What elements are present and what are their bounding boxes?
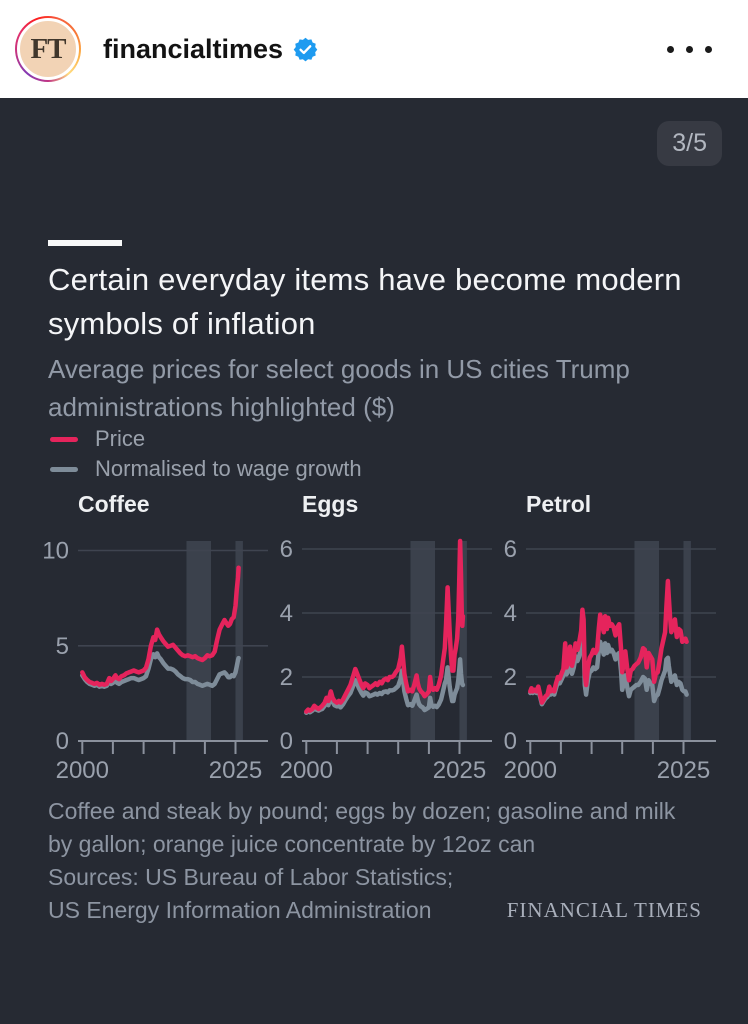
ft-wordmark: FINANCIAL TIMES [506,898,702,922]
price-line [304,538,466,714]
y-tick-label: 2 [504,664,517,691]
footnote: Coffee and steak by pound; eggs by dozen… [48,795,675,927]
legend-item-normalised: Normalised to wage growth [50,454,362,484]
chart-subtitle: Average prices for select goods in US ci… [48,354,630,422]
normalised-line-swatch [50,466,78,472]
y-tick-label: 4 [280,600,293,627]
eggs-line-chart: 0 2 4 6 2000 2025 [280,536,492,784]
x-tick-label: 2000 [504,757,557,784]
source-line: US Energy Information Administration [48,897,432,923]
x-tick-label: 2000 [56,757,109,784]
x-tick-label: 2025 [209,757,262,784]
y-tick-label: 10 [44,538,69,565]
chart-petrol: Petrol 0 2 4 6 2000 2025 [492,490,716,786]
y-tick-label: 5 [56,633,69,660]
chart-title-eggs: Eggs [302,491,359,517]
coffee-line-chart: 0 5 10 2000 2025 [44,538,268,784]
chart-eggs: Eggs 0 2 4 6 2000 2025 [268,490,492,786]
slide-indicator: 3/5 [657,121,722,166]
footnote-line: Coffee and steak by pound; eggs by dozen… [48,798,676,824]
y-tick-label: 2 [280,664,293,691]
y-tick-label: 6 [280,536,293,563]
chart-headline: Certain everyday items have become moder… [48,262,682,341]
username[interactable]: financialtimes [103,33,284,64]
chart-coffee: Coffee 0 5 10 2000 2025 [44,490,268,786]
avatar[interactable]: FT [15,16,81,82]
chart-title-coffee: Coffee [78,491,150,517]
legend-label-normalised: Normalised to wage growth [95,456,362,481]
legend-label-price: Price [95,426,146,451]
y-tick-label: 6 [504,536,517,563]
source-line: Sources: US Bureau of Labor Statistics; [48,864,454,890]
y-tick-label: 0 [504,728,517,755]
ft-logo-text: FT [30,32,66,65]
charts-row: Coffee 0 5 10 2000 2025 Eggs 0 2 4 6 2000 2025 Pe… [44,490,716,786]
post-header: FT financialtimes [0,0,748,98]
ft-logo: FT [17,18,79,80]
legend: Price Normalised to wage growth [50,424,362,484]
y-tick-label: 4 [504,600,517,627]
trump-administration-band [235,541,243,741]
legend-item-price: Price [50,424,362,454]
post-image-card[interactable]: 3/5 Certain everyday items have become m… [0,98,748,1024]
title-accent-bar [48,240,122,246]
trump-administration-band [186,541,211,741]
trump-administration-band [459,541,467,741]
x-tick-label: 2025 [433,757,486,784]
y-tick-label: 0 [56,728,69,755]
normalised-line [304,657,466,716]
price-line [80,565,241,688]
x-tick-label: 2025 [657,757,710,784]
more-options-icon[interactable] [659,38,720,61]
verified-icon [293,37,318,61]
petrol-line-chart: 0 2 4 6 2000 2025 [504,536,716,784]
price-line [528,578,689,705]
y-tick-label: 0 [280,728,293,755]
price-line-swatch [50,436,78,442]
x-tick-label: 2000 [280,757,333,784]
footnote-line: by gallon; orange juice concentrate by 1… [48,831,536,857]
trump-administration-band [634,541,659,741]
chart-title-petrol: Petrol [526,491,592,517]
